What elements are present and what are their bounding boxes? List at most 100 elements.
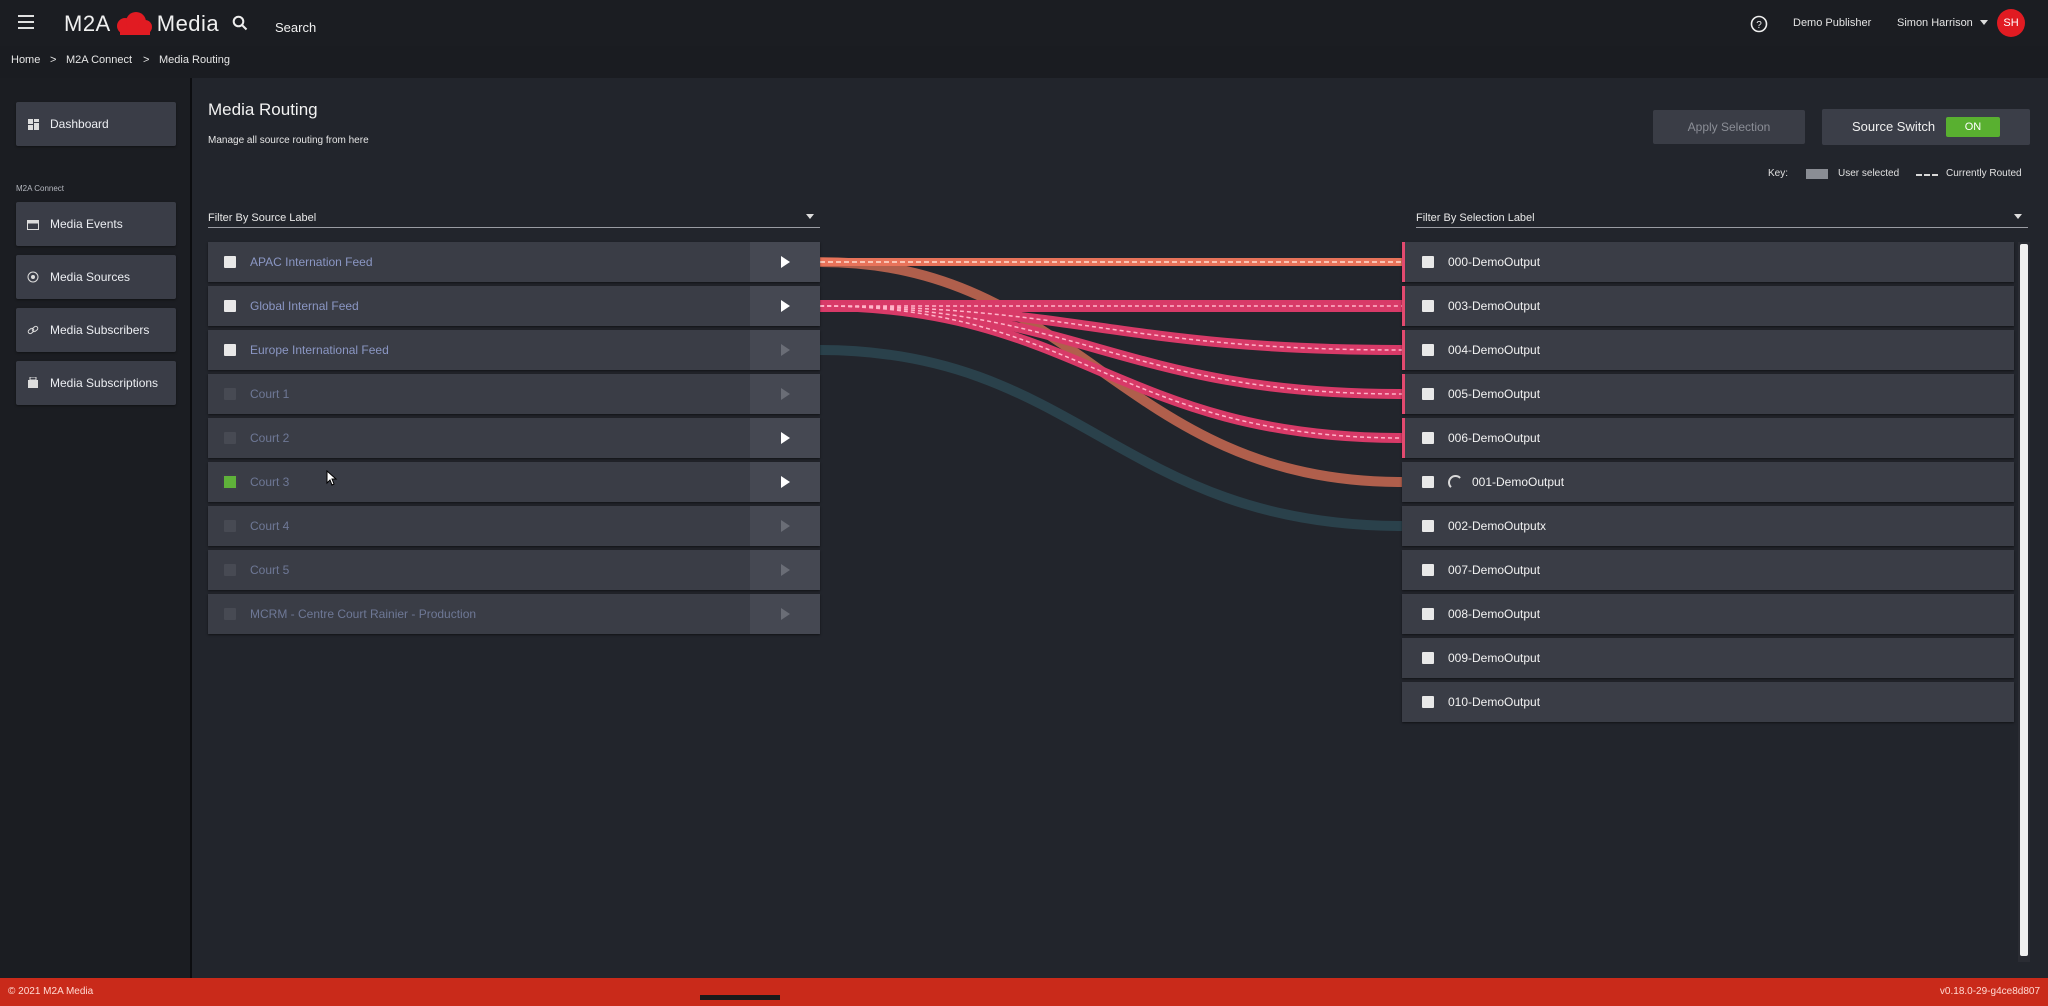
output-row[interactable]: 004-DemoOutput: [1402, 330, 2014, 370]
output-row[interactable]: 002-DemoOutputx: [1402, 506, 2014, 546]
source-checkbox[interactable]: [224, 432, 236, 444]
link-icon: [26, 323, 40, 337]
source-row[interactable]: MCRM - Centre Court Rainier - Production: [208, 594, 820, 634]
play-icon: [780, 432, 790, 444]
source-label: Court 1: [250, 387, 290, 401]
play-button[interactable]: [750, 594, 820, 634]
footer-bar: © 2021 M2A Media v0.18.0-29-g4ce8d807: [0, 978, 2048, 1006]
output-row[interactable]: 006-DemoOutput: [1402, 418, 2014, 458]
output-checkbox[interactable]: [1422, 432, 1434, 444]
output-checkbox[interactable]: [1422, 256, 1434, 268]
brand-logo[interactable]: M2A Media: [64, 10, 219, 38]
sidebar-item-dashboard[interactable]: Dashboard: [16, 102, 176, 146]
source-checkbox[interactable]: [224, 388, 236, 400]
chevron-down-icon: [806, 214, 814, 219]
source-checkbox[interactable]: [224, 608, 236, 620]
source-filter-select[interactable]: Filter By Source Label: [208, 207, 820, 228]
key-currently-routed-label: Currently Routed: [1946, 168, 2022, 179]
source-switch-label: Source Switch: [1852, 119, 1936, 134]
play-icon: [780, 608, 790, 620]
output-row[interactable]: 010-DemoOutput: [1402, 682, 2014, 722]
output-checkbox[interactable]: [1422, 608, 1434, 620]
output-label: 007-DemoOutput: [1448, 563, 1541, 577]
output-checkbox[interactable]: [1422, 696, 1434, 708]
dashboard-icon: [26, 117, 40, 131]
sidebar-item-media-sources[interactable]: Media Sources: [16, 255, 176, 299]
play-button[interactable]: [750, 286, 820, 326]
source-row[interactable]: Court 2: [208, 418, 820, 458]
selection-filter-label: Filter By Selection Label: [1416, 212, 1535, 224]
output-checkbox[interactable]: [1422, 344, 1434, 356]
output-row[interactable]: 001-DemoOutput: [1402, 462, 2014, 502]
sidebar-item-media-events[interactable]: Media Events: [16, 202, 176, 246]
breadcrumb-separator: >: [50, 54, 57, 66]
publisher-selector[interactable]: Demo Publisher: [1793, 17, 1872, 29]
output-row[interactable]: 000-DemoOutput: [1402, 242, 2014, 282]
breadcrumb-m2a-connect[interactable]: M2A Connect: [66, 54, 133, 66]
play-icon: [780, 344, 790, 356]
chevron-down-icon[interactable]: [1980, 20, 1988, 25]
source-checkbox[interactable]: [224, 256, 236, 268]
sidebar-item-label: Dashboard: [50, 117, 109, 131]
output-checkbox[interactable]: [1422, 520, 1434, 532]
route-line: [820, 345, 1403, 531]
output-row[interactable]: 005-DemoOutput: [1402, 374, 2014, 414]
source-row[interactable]: Europe International Feed: [208, 330, 820, 370]
search-icon[interactable]: [232, 15, 248, 31]
source-checkbox[interactable]: [224, 564, 236, 576]
play-button[interactable]: [750, 242, 820, 282]
sidebar-item-media-subscribers[interactable]: Media Subscribers: [16, 308, 176, 352]
source-row[interactable]: Global Internal Feed: [208, 286, 820, 326]
apply-selection-button[interactable]: Apply Selection: [1653, 110, 1805, 144]
play-button[interactable]: [750, 418, 820, 458]
output-label: 001-DemoOutput: [1472, 475, 1565, 489]
scrollbar-thumb[interactable]: [2020, 244, 2028, 956]
output-row[interactable]: 009-DemoOutput: [1402, 638, 2014, 678]
menu-icon[interactable]: [18, 15, 34, 29]
play-icon: [780, 300, 790, 312]
source-checkbox[interactable]: [224, 344, 236, 356]
output-label: 005-DemoOutput: [1448, 387, 1541, 401]
output-label: 004-DemoOutput: [1448, 343, 1541, 357]
breadcrumb: Home > M2A Connect > Media Routing: [0, 46, 2048, 78]
sidebar-item-label: Media Sources: [50, 270, 131, 284]
output-checkbox[interactable]: [1422, 300, 1434, 312]
svg-text:?: ?: [1756, 20, 1762, 31]
source-row[interactable]: Court 4: [208, 506, 820, 546]
search-input[interactable]: Search: [275, 20, 317, 35]
sidebar-item-media-subscriptions[interactable]: Media Subscriptions: [16, 361, 176, 405]
breadcrumb-home[interactable]: Home: [11, 54, 41, 66]
avatar[interactable]: SH: [1997, 9, 2025, 37]
source-checkbox[interactable]: [224, 520, 236, 532]
source-label: Court 3: [250, 475, 290, 489]
selection-filter-select[interactable]: Filter By Selection Label: [1416, 207, 2028, 228]
play-button[interactable]: [750, 462, 820, 502]
output-checkbox[interactable]: [1422, 476, 1434, 488]
output-scrollbar[interactable]: [2018, 242, 2030, 962]
output-checkbox[interactable]: [1422, 652, 1434, 664]
source-checkbox[interactable]: [224, 300, 236, 312]
output-checkbox[interactable]: [1422, 388, 1434, 400]
routed-marker: [1402, 330, 1405, 370]
source-row[interactable]: Court 1: [208, 374, 820, 414]
play-button[interactable]: [750, 550, 820, 590]
output-row[interactable]: 003-DemoOutput: [1402, 286, 2014, 326]
output-row[interactable]: 008-DemoOutput: [1402, 594, 2014, 634]
subscription-icon: [26, 376, 40, 390]
chevron-down-icon: [2014, 214, 2022, 219]
play-button[interactable]: [750, 330, 820, 370]
output-row[interactable]: 007-DemoOutput: [1402, 550, 2014, 590]
source-row[interactable]: Court 5: [208, 550, 820, 590]
help-icon[interactable]: ?: [1750, 15, 1768, 33]
routed-marker: [1402, 242, 1405, 282]
output-checkbox[interactable]: [1422, 564, 1434, 576]
source-row[interactable]: APAC Internation Feed: [208, 242, 820, 282]
route-line-dash: [820, 305, 1403, 351]
source-switch[interactable]: Source Switch ON: [1822, 109, 2030, 145]
play-button[interactable]: [750, 506, 820, 546]
source-switch-toggle[interactable]: ON: [1946, 117, 2000, 137]
source-row[interactable]: Court 3: [208, 462, 820, 502]
play-button[interactable]: [750, 374, 820, 414]
source-checkbox[interactable]: [222, 474, 238, 490]
user-menu[interactable]: Simon Harrison: [1897, 17, 1973, 29]
